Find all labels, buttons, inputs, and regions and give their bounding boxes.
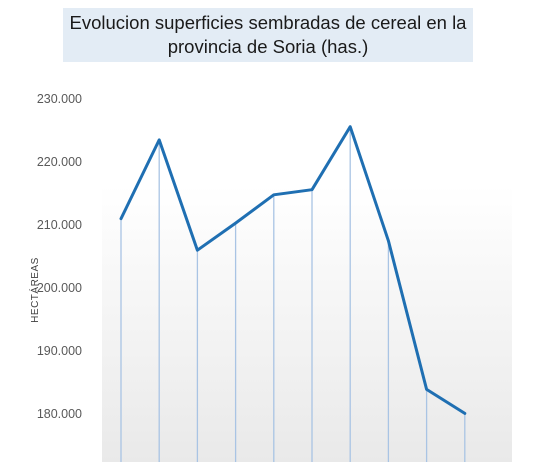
y-tick-label: 200.000 xyxy=(37,281,82,295)
y-tick-label: 210.000 xyxy=(37,218,82,232)
chart-title-line-2: provincia de Soria (has.) xyxy=(167,36,369,57)
chart-title: Evolucion superficies sembradas de cerea… xyxy=(63,8,473,62)
chart-title-line-1: Evolucion superficies sembradas de cerea… xyxy=(69,12,467,33)
y-tick-label: 220.000 xyxy=(37,155,82,169)
plot-background xyxy=(102,185,512,462)
y-axis-label: HECTÁREAS xyxy=(28,257,41,323)
y-tick-label: 190.000 xyxy=(37,344,82,358)
y-tick-label: 180.000 xyxy=(37,407,82,421)
y-axis-ticks: 230.000 220.000 210.000 200.000 190.000 180.0… xyxy=(37,92,82,421)
y-tick-label: 230.000 xyxy=(37,92,82,106)
drop-lines xyxy=(120,126,466,462)
series-line xyxy=(119,125,467,415)
